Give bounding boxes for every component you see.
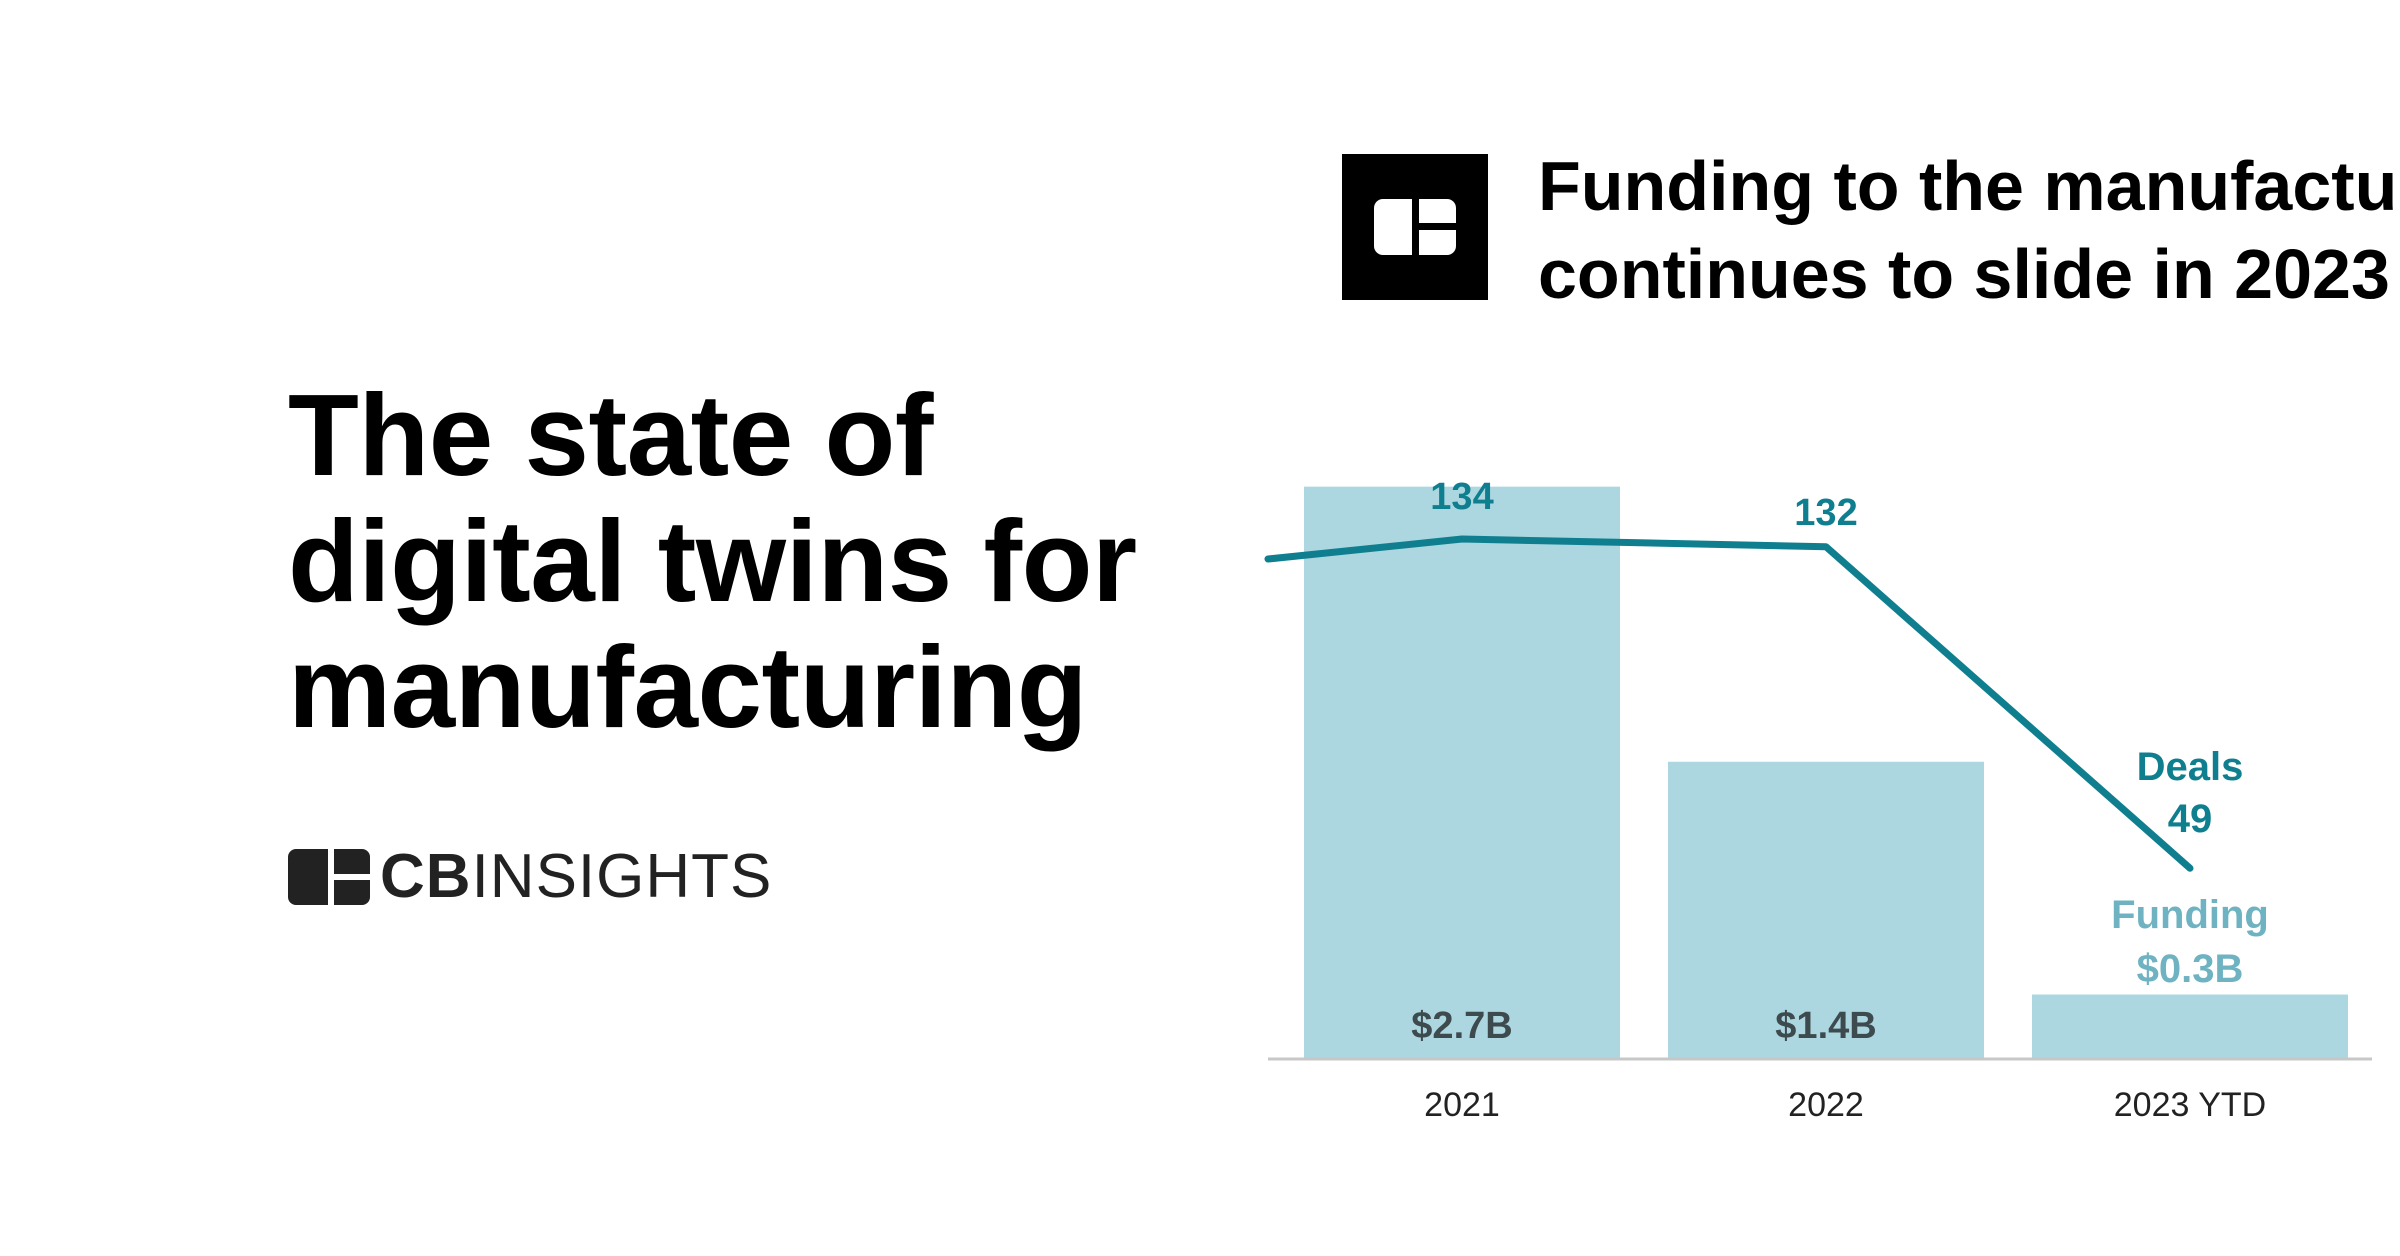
chart-logo-icon [1374, 199, 1456, 255]
deals-line [1264, 535, 2194, 872]
headline-line-2: digital twins for [288, 496, 1137, 626]
funding-value-label-2: $1.4B [1775, 1005, 1876, 1047]
cb-insights-brand: CBINSIGHTS [288, 846, 772, 908]
deals-value-label-1: 134 [1430, 476, 1493, 518]
funding-bar-2 [1668, 761, 1984, 1058]
deals-legend-value: 49 [2168, 797, 2213, 841]
funding-value-label-1: $2.7B [1411, 1005, 1512, 1047]
page-headline: The state of digital twins for manufactu… [288, 372, 1148, 750]
headline-line-3: manufacturing [288, 622, 1088, 752]
funding-legend-value: $0.3B [2137, 947, 2244, 991]
funding-legend-name: Funding [2111, 893, 2269, 937]
chart-title: Funding to the manufacturi continues to … [1538, 142, 2400, 318]
deals-value-label-2: 132 [1794, 492, 1857, 534]
chart-title-line-2: continues to slide in 2023 [1538, 235, 2390, 313]
deals-legend-name: Deals [2137, 745, 2244, 789]
funding-bar-1 [1304, 486, 1620, 1058]
brand-wordmark: CBINSIGHTS [380, 846, 772, 908]
x-tick-label-2: 2022 [1788, 1086, 1864, 1124]
headline-line-1: The state of [288, 370, 933, 500]
x-tick-label-1: 2021 [1424, 1086, 1500, 1124]
brand-text-bold: CB [380, 842, 472, 911]
funding-bar-3 [2032, 994, 2348, 1058]
chart-logo-box [1342, 154, 1488, 300]
chart-title-line-1: Funding to the manufacturi [1538, 147, 2400, 225]
x-tick-label-3: 2023 YTD [2114, 1086, 2266, 1124]
brand-text-light: INSIGHTS [471, 842, 773, 911]
cb-insights-logo-icon [288, 849, 370, 905]
